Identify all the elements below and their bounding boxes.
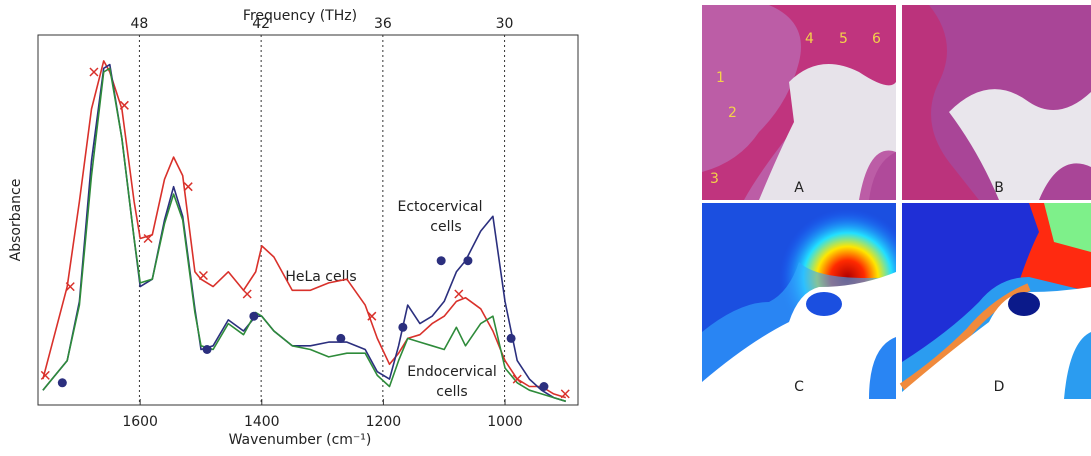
plot-frame — [37, 34, 579, 406]
top-axis-label: Frequency (THz) — [243, 8, 357, 24]
top-tick-label: 30 — [496, 16, 514, 32]
marker — [398, 322, 408, 332]
series-line — [42, 60, 567, 399]
region-number: 3 — [710, 171, 719, 187]
annotation-text: Ectocervical — [397, 199, 482, 215]
panel-a: 1 2 3 4 5 6 A — [702, 5, 896, 200]
panel-label: B — [994, 180, 1004, 196]
y-axis-label: Absorbance — [8, 179, 24, 262]
marker — [143, 233, 153, 244]
marker — [198, 270, 208, 281]
marker — [249, 311, 259, 321]
top-tick-label: 42 — [252, 16, 270, 32]
marker — [119, 100, 129, 110]
x-tick-label: 1400 — [244, 414, 280, 430]
panel-c: C — [702, 203, 896, 399]
marker — [367, 311, 377, 321]
marker — [560, 389, 570, 399]
annotation-text: cells — [430, 219, 461, 235]
marker — [242, 289, 252, 299]
panel-label: C — [794, 379, 804, 395]
marker — [183, 182, 193, 192]
microscopy-panels: 1 2 3 4 5 6 A B C D — [702, 5, 1091, 399]
marker — [436, 256, 446, 266]
marker — [202, 345, 212, 354]
marker — [57, 378, 67, 388]
x-tick-label: 1200 — [366, 414, 402, 430]
x-tick-label: 1000 — [487, 414, 523, 430]
panel-d: D — [899, 203, 1091, 399]
x-tick-label: 1600 — [122, 414, 158, 430]
x-axis-label: Wavenumber (cm⁻¹) — [229, 432, 372, 448]
top-tick-label: 48 — [131, 16, 149, 32]
annotation: Ectocervical cells — [397, 199, 482, 235]
panel-label: A — [794, 180, 804, 196]
region-number: 6 — [872, 31, 881, 47]
spectrum-chart: Frequency (THz) Wavenumber (cm⁻¹) Absorb… — [8, 8, 579, 448]
region-number: 2 — [728, 105, 737, 121]
marker — [512, 374, 522, 384]
series-line — [42, 63, 567, 403]
annotation-text: Endocervical — [407, 364, 497, 380]
panel-b: B — [902, 5, 1091, 200]
annotation-text: HeLa cells — [285, 269, 356, 285]
top-tick-label: 36 — [374, 16, 392, 32]
marker — [454, 289, 464, 299]
annotation: HeLa cells — [285, 269, 356, 285]
panel-label: D — [994, 379, 1005, 395]
marker — [89, 67, 99, 77]
marker — [65, 282, 75, 292]
marker — [336, 333, 346, 343]
marker — [40, 370, 50, 380]
region-number: 5 — [839, 31, 848, 47]
region-number: 4 — [805, 31, 814, 47]
annotation-text: cells — [436, 384, 467, 400]
marker — [539, 382, 549, 391]
annotation: Endocervical cells — [407, 364, 497, 400]
marker — [506, 333, 516, 343]
marker — [463, 256, 473, 266]
series-line — [42, 67, 567, 403]
region-number: 1 — [716, 70, 725, 86]
